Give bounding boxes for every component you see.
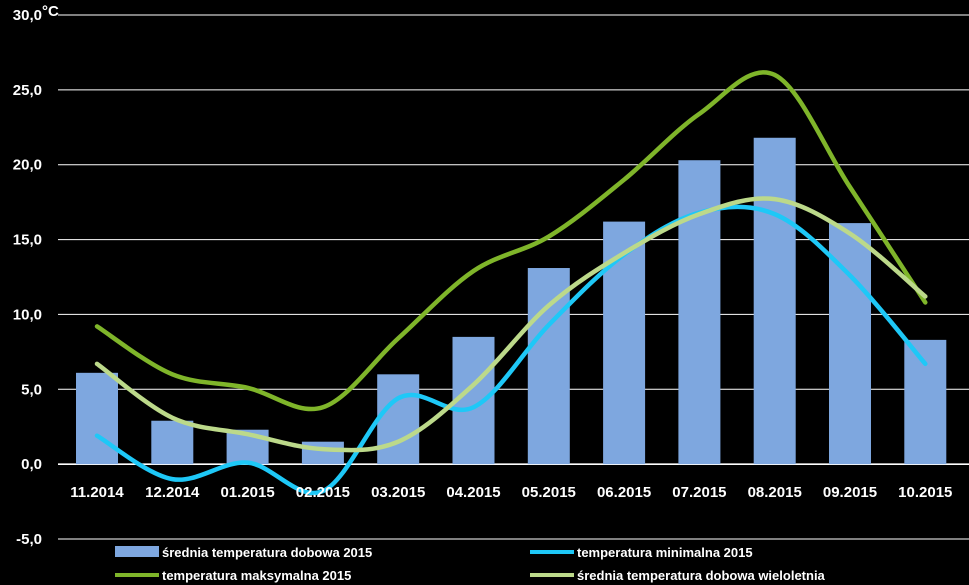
legend: średnia temperatura dobowa 2015 temperatu… [115, 545, 826, 583]
legend-label: średnia temperatura dobowa 2015 [162, 545, 372, 560]
x-tick-label: 02.2015 [296, 484, 350, 501]
y-tick-label: 30,0 [13, 7, 42, 24]
bar-06.2015 [603, 221, 646, 465]
legend-label: temperatura maksymalna 2015 [162, 568, 351, 583]
y-axis-ticks: 30,0 25,0 20,0 15,0 10,0 5,0 0,0 -5,0 [13, 7, 42, 548]
bar-04.2015 [452, 336, 495, 465]
y-tick-label: 0,0 [21, 456, 42, 473]
y-axis-unit: °C [42, 3, 59, 20]
legend-label: średnia temperatura dobowa wieloletnia [577, 568, 826, 583]
gridlines [58, 14, 969, 540]
bar-07.2015 [678, 160, 721, 465]
x-tick-label: 01.2015 [220, 484, 274, 501]
bar-03.2015 [377, 374, 420, 465]
bar-12.2014 [151, 420, 194, 465]
y-tick-label: -5,0 [16, 531, 42, 548]
x-tick-label: 11.2014 [70, 484, 124, 501]
y-tick-label: 15,0 [13, 232, 42, 249]
x-tick-label: 10.2015 [898, 484, 952, 501]
x-axis-ticks: 11.2014 12.2014 01.2015 02.2015 03.2015 04.20… [70, 484, 952, 501]
x-tick-label: 12.2014 [145, 484, 200, 501]
series-line-3 [94, 196, 928, 453]
x-tick-label: 03.2015 [371, 484, 425, 501]
series-line-2 [94, 70, 928, 412]
x-tick-label: 06.2015 [597, 484, 651, 501]
y-tick-label: 20,0 [13, 157, 42, 174]
x-tick-label: 08.2015 [748, 484, 802, 501]
y-tick-label: 10,0 [13, 306, 42, 323]
legend-swatch [115, 546, 159, 557]
bars [76, 137, 947, 465]
x-tick-label: 04.2015 [446, 484, 500, 501]
y-tick-label: 5,0 [21, 381, 42, 398]
x-tick-label: 05.2015 [522, 484, 576, 501]
legend-label: temperatura minimalna 2015 [577, 545, 753, 560]
x-tick-label: 07.2015 [672, 484, 726, 501]
bar-10.2015 [904, 339, 947, 465]
lines [94, 70, 928, 496]
series-line-1 [94, 204, 928, 496]
bar-05.2015 [527, 268, 570, 465]
bar-08.2015 [753, 137, 796, 465]
x-tick-label: 09.2015 [823, 484, 877, 501]
bar-02.2015 [301, 441, 344, 465]
bar-11.2014 [76, 372, 118, 465]
y-tick-label: 25,0 [13, 82, 42, 99]
